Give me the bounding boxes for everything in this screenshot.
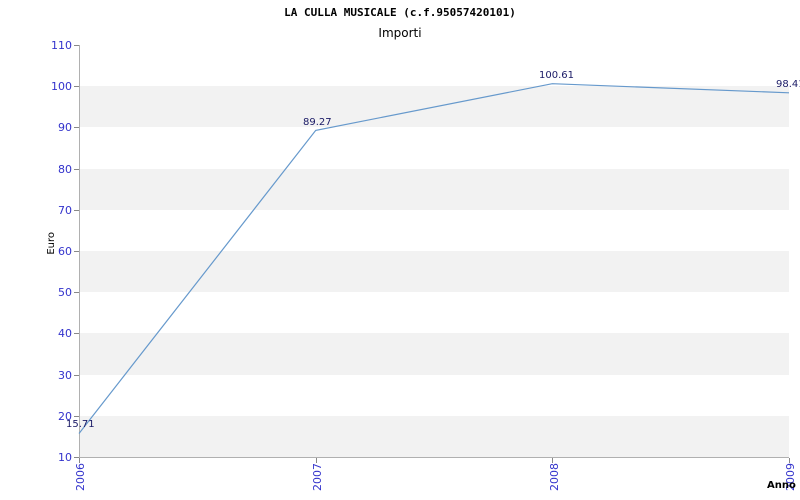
point-label-2008: 100.61 — [539, 70, 574, 81]
y-tick-mark — [74, 333, 79, 335]
plot-band — [79, 168, 789, 210]
point-label-2006: 15.71 — [66, 419, 95, 430]
y-tick-mark — [74, 45, 79, 46]
x-tick-mark — [552, 458, 553, 463]
x-tick-mark — [79, 458, 80, 463]
y-tick-mark — [74, 86, 79, 88]
y-tick-mark — [74, 209, 79, 211]
x-axis-line — [79, 457, 789, 458]
point-label-2009: 98.41 — [776, 79, 800, 90]
plot-band — [79, 415, 789, 457]
plot-band — [79, 374, 789, 416]
plot-band — [79, 209, 789, 251]
plot-band — [79, 292, 789, 334]
y-tick-40: 40 — [58, 327, 72, 341]
y-tick-mark — [74, 127, 79, 129]
x-tick-mark — [789, 458, 790, 463]
x-axis-label: Anno — [767, 480, 796, 491]
y-tick-mark — [74, 292, 79, 294]
y-tick-80: 80 — [58, 162, 72, 176]
plot-area — [79, 45, 789, 457]
y-tick-50: 50 — [58, 286, 72, 300]
y-tick-mark — [74, 457, 79, 458]
plot-band — [79, 251, 789, 293]
y-tick-mark — [74, 251, 79, 252]
plot-band — [79, 45, 789, 87]
chart-subtitle: Importi — [378, 26, 422, 40]
y-tick-90: 90 — [58, 121, 72, 135]
x-tick-mark — [316, 458, 317, 463]
point-label-2007: 89.27 — [303, 117, 332, 128]
y-tick-mark — [74, 415, 79, 417]
y-tick-mark — [74, 168, 79, 170]
y-tick-30: 30 — [58, 368, 72, 382]
y-tick-mark — [74, 374, 79, 376]
y-tick-20: 20 — [58, 409, 72, 423]
y-tick-70: 70 — [58, 203, 72, 217]
y-tick-10: 10 — [58, 451, 72, 464]
y-tick-100: 100 — [51, 80, 72, 94]
plot-band — [79, 333, 789, 375]
y-axis-line — [79, 45, 80, 457]
y-tick-110: 110 — [51, 39, 72, 52]
y-tick-60: 60 — [58, 245, 72, 258]
chart-title: LA CULLA MUSICALE (c.f.95057420101) — [284, 6, 516, 19]
plot-band — [79, 127, 789, 169]
